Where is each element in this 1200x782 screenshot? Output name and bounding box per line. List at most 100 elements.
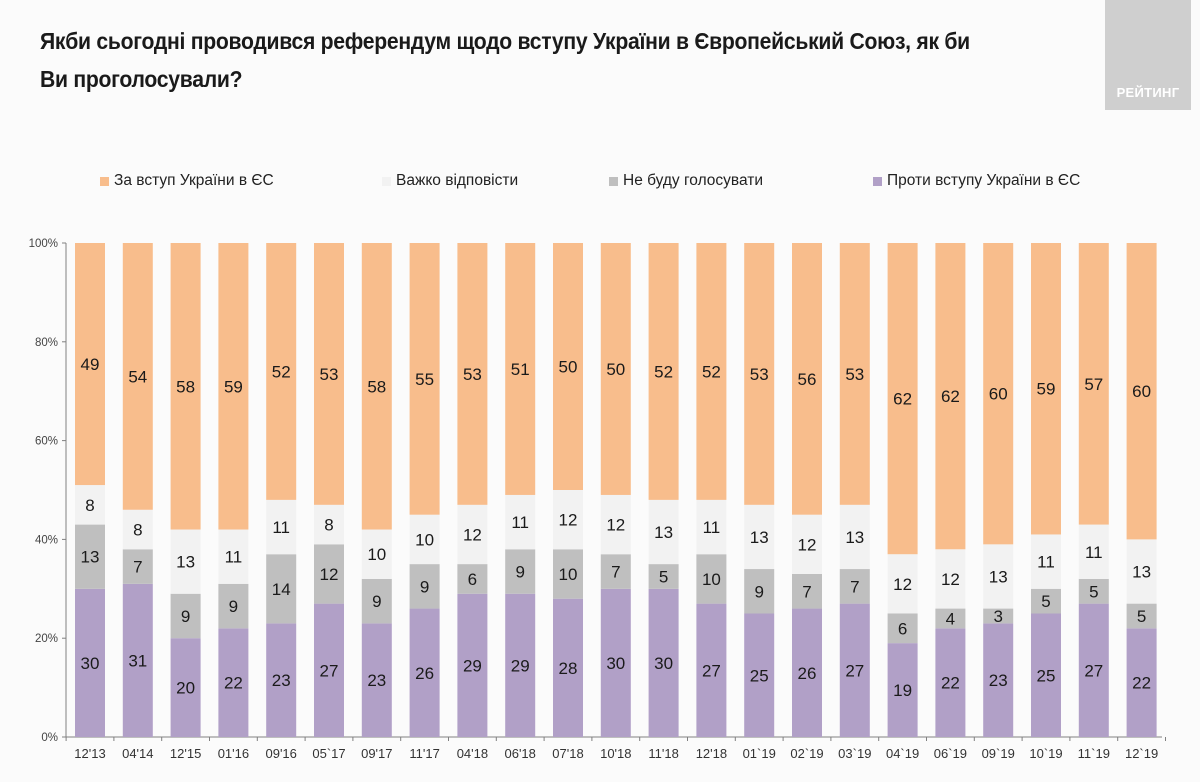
bar-segment-for [170, 243, 201, 530]
data-label-will-not-vote: 5 [1041, 592, 1050, 611]
bar-segment-will-not-vote [457, 564, 488, 594]
x-category-label: 04'18 [457, 746, 488, 761]
data-label-will-not-vote: 13 [81, 548, 100, 567]
x-category-label: 12'13 [74, 746, 105, 761]
bar-segment-for [314, 243, 344, 505]
data-label-will-not-vote: 3 [993, 607, 1002, 626]
bar-segment-against [887, 643, 918, 737]
bar-segment-against [266, 623, 297, 737]
data-label-hard-to-say: 13 [989, 567, 1008, 586]
bar-segment-will-not-vote [887, 613, 918, 644]
bar-segment-will-not-vote [1031, 588, 1061, 614]
y-tick-label: 20% [35, 633, 58, 645]
bar-segment-will-not-vote [361, 578, 392, 624]
data-label-hard-to-say: 11 [1037, 553, 1055, 572]
legend-label-against: Проти вступу України в ЄС [887, 172, 1081, 189]
x-category-label: 11'18 [648, 746, 678, 761]
rating-logo: РЕЙТИНГ [1105, 0, 1191, 110]
data-label-will-not-vote: 7 [611, 563, 620, 582]
data-label-hard-to-say: 12 [798, 535, 817, 554]
bar-segment-hard-to-say [266, 499, 297, 555]
bar-segment-against [792, 608, 822, 737]
x-category-label: 02`19 [790, 746, 823, 761]
data-label-against: 22 [224, 674, 243, 693]
data-label-will-not-vote: 9 [420, 577, 429, 596]
bar-segment-will-not-vote [75, 524, 105, 589]
x-category-label: 10'18 [600, 746, 631, 761]
data-label-for: 60 [989, 385, 1008, 404]
data-label-for: 53 [320, 365, 339, 384]
data-label-for: 57 [1084, 375, 1103, 394]
bar-segment-will-not-vote [1126, 603, 1157, 629]
x-category-label: 11'17 [409, 746, 439, 761]
legend-label-will-not-vote: Не буду голосувати [623, 172, 764, 189]
data-label-will-not-vote: 9 [515, 563, 524, 582]
legend-swatch-will-not-vote [609, 176, 618, 186]
x-category-label: 09'17 [361, 746, 392, 761]
bar-segment-for [409, 243, 440, 515]
data-label-hard-to-say: 13 [750, 528, 769, 547]
bar-segment-against [1078, 603, 1109, 737]
x-category-label: 06'18 [504, 746, 535, 761]
bar-segment-will-not-vote [122, 549, 153, 584]
data-label-hard-to-say: 8 [133, 521, 142, 540]
data-label-for: 52 [702, 362, 721, 381]
data-label-for: 52 [272, 362, 291, 381]
data-label-hard-to-say: 11 [1085, 543, 1103, 562]
data-label-hard-to-say: 11 [511, 513, 529, 532]
bar-segment-will-not-vote [505, 549, 536, 594]
bar-segment-will-not-vote [218, 583, 249, 629]
x-category-label: 05`17 [312, 746, 345, 761]
bar-segment-hard-to-say [1126, 539, 1157, 604]
x-category-label: 12`19 [1125, 746, 1158, 761]
data-label-for: 54 [128, 367, 147, 386]
bar-segment-will-not-vote [648, 564, 679, 589]
bar-segment-hard-to-say [409, 514, 440, 565]
data-label-hard-to-say: 10 [415, 530, 434, 549]
data-label-against: 22 [1132, 674, 1151, 693]
bar-segment-hard-to-say [935, 549, 966, 609]
bar-segment-hard-to-say [170, 529, 201, 594]
data-label-for: 58 [367, 377, 386, 396]
legend-swatch-against [873, 176, 882, 186]
data-label-for: 62 [893, 390, 912, 409]
bar-segment-hard-to-say [1078, 524, 1109, 579]
bar-segment-against [600, 588, 631, 737]
bar-segment-against [170, 638, 201, 737]
data-label-against: 30 [606, 654, 625, 673]
data-label-against: 27 [702, 661, 721, 680]
bar-segment-hard-to-say [744, 504, 775, 570]
data-label-hard-to-say: 13 [654, 523, 673, 542]
data-label-for: 55 [415, 370, 434, 389]
bar-segment-will-not-vote [983, 608, 1014, 624]
bar-segment-will-not-vote [839, 569, 870, 604]
data-label-against: 27 [845, 661, 864, 680]
bar-segment-for [887, 243, 918, 555]
bar-segment-for [218, 243, 249, 530]
x-category-label: 04`19 [886, 746, 919, 761]
data-label-will-not-vote: 9 [181, 607, 190, 626]
bar-segment-against [553, 598, 583, 737]
data-label-against: 23 [989, 671, 1008, 690]
bar-segment-hard-to-say [218, 529, 249, 584]
data-label-against: 30 [81, 654, 100, 673]
legend-swatch-hard-to-say [382, 176, 391, 186]
bar-segment-for [648, 243, 679, 500]
data-label-hard-to-say: 11 [225, 548, 243, 567]
bar-segment-will-not-vote [409, 564, 440, 609]
bar-segment-for [696, 243, 727, 500]
bar-segment-for [266, 243, 297, 500]
x-category-label: 01'16 [218, 746, 249, 761]
bar-segment-for [983, 243, 1014, 545]
data-label-will-not-vote: 9 [754, 582, 763, 601]
bar-segment-against [361, 623, 392, 737]
data-label-will-not-vote: 5 [659, 567, 668, 586]
data-label-for: 50 [606, 360, 625, 379]
legend-swatch-for [100, 176, 109, 186]
bar-segment-hard-to-say [887, 554, 918, 614]
bar-segment-against [1126, 628, 1157, 737]
data-label-hard-to-say: 12 [463, 525, 482, 544]
data-label-against: 27 [320, 661, 339, 680]
bar-segment-hard-to-say [505, 494, 536, 550]
x-category-label: 07'18 [552, 746, 583, 761]
